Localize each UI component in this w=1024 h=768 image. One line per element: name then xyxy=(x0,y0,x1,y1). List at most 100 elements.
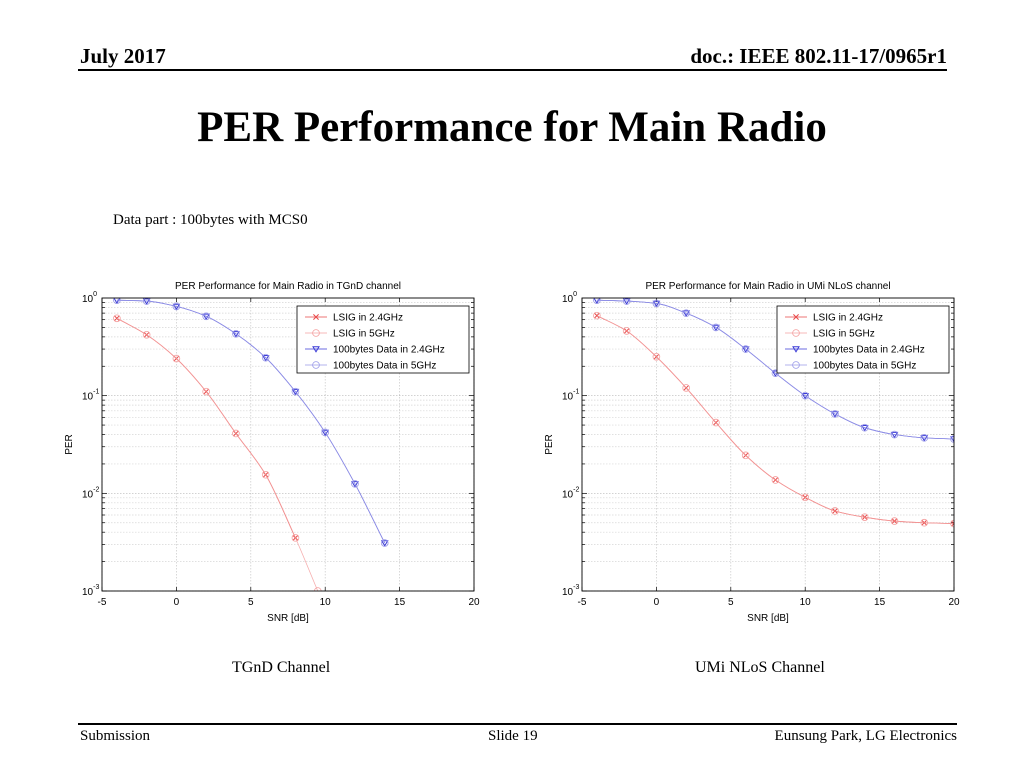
series-marker-2 xyxy=(291,388,300,396)
legend: LSIG in 2.4GHz LSIG in 5GHz 100bytes Data … xyxy=(776,305,950,374)
x-tick-label: 15 xyxy=(874,597,886,608)
footer-slide-number: Slide 19 xyxy=(488,728,538,744)
legend-marker-2 xyxy=(792,346,800,353)
y-axis-label: PER xyxy=(544,434,555,455)
legend-label-0: LSIG in 2.4GHz xyxy=(813,313,883,324)
legend-marker-3 xyxy=(312,361,320,369)
series-marker-1 xyxy=(113,314,121,323)
series-marker-2 xyxy=(232,331,240,338)
series-marker-1 xyxy=(652,353,661,361)
y-tick-label: 10-3 xyxy=(82,584,99,598)
x-tick-label: 5 xyxy=(248,597,254,608)
chart-svg: -5 0 5 10 15 20 10-3 10-2 10-1 100 PER Performance… xyxy=(64,281,480,624)
footer-author: Eunsung Park, LG Electronics xyxy=(774,728,957,744)
series-marker-0 xyxy=(113,315,120,322)
series-marker-1 xyxy=(801,493,810,502)
series-marker-1 xyxy=(741,451,750,460)
per-chart-tgnd: -5 0 5 10 15 20 10-3 10-2 10-1 100 PER Performance… xyxy=(58,272,498,632)
series-marker-3 xyxy=(741,345,750,353)
series-marker-1 xyxy=(622,327,631,335)
series-marker-3 xyxy=(291,387,300,396)
legend-marker-1 xyxy=(312,329,320,337)
series-marker-1 xyxy=(860,513,869,521)
legend-label-2: 100bytes Data in 2.4GHz xyxy=(813,345,925,356)
series-marker-3 xyxy=(380,539,389,547)
series-marker-1 xyxy=(712,418,720,427)
series-marker-1 xyxy=(202,387,210,396)
slide-title: PER Performance for Main Radio xyxy=(197,104,827,151)
y-axis-label: PER xyxy=(64,434,75,455)
legend-marker-3 xyxy=(792,361,800,369)
footer-divider xyxy=(78,723,957,725)
series-marker-3 xyxy=(801,391,810,400)
y-tick-label: 10-2 xyxy=(562,486,579,500)
x-tick-label: 10 xyxy=(800,597,812,608)
series-marker-1 xyxy=(682,384,690,392)
x-tick-label: 15 xyxy=(394,597,406,608)
series-marker-3 xyxy=(202,312,210,321)
x-axis-label: SNR [dB] xyxy=(747,613,789,624)
series-marker-2 xyxy=(771,370,780,377)
header-date: July 2017 xyxy=(80,44,166,68)
x-tick-label: 0 xyxy=(174,597,180,608)
series-marker-3 xyxy=(172,302,181,311)
footer-submission: Submission xyxy=(80,728,151,744)
series-marker-3 xyxy=(232,329,240,338)
series-marker-3 xyxy=(652,299,661,308)
data-part-note: Data part : 100bytes with MCS0 xyxy=(113,212,308,228)
y-tick-label: 10-1 xyxy=(82,389,99,403)
series-line-3 xyxy=(116,299,386,544)
series-marker-1 xyxy=(232,429,240,438)
series-marker-3 xyxy=(712,323,720,332)
series-marker-3 xyxy=(860,423,869,432)
legend-label-1: LSIG in 5GHz xyxy=(333,329,395,340)
series-marker-3 xyxy=(682,309,690,317)
series-group xyxy=(113,298,389,591)
series-marker-2 xyxy=(831,411,839,418)
y-tick-label: 100 xyxy=(82,291,97,305)
series-line-1 xyxy=(596,315,954,524)
legend-marker-1 xyxy=(792,329,800,337)
series-marker-2 xyxy=(741,346,750,353)
x-tick-label: 5 xyxy=(728,597,734,608)
legend-marker-2 xyxy=(312,346,320,353)
series-group xyxy=(593,298,954,528)
series-marker-2 xyxy=(712,324,720,332)
header-doc-id: doc.: IEEE 802.11-17/0965r1 xyxy=(690,44,947,68)
series-marker-2 xyxy=(351,481,359,488)
series-marker-1 xyxy=(291,534,300,542)
series-marker-1 xyxy=(172,354,181,363)
x-tick-label: -5 xyxy=(98,597,107,608)
chart-svg: -5 0 5 10 15 20 10-3 10-2 10-1 100 PER Performance… xyxy=(544,281,960,624)
series-marker-1 xyxy=(593,311,601,320)
x-tick-label: 20 xyxy=(948,597,960,608)
series-marker-3 xyxy=(890,430,899,439)
series-marker-2 xyxy=(261,354,270,362)
series-marker-3 xyxy=(920,434,929,442)
series-marker-1 xyxy=(920,518,929,527)
header-divider xyxy=(78,69,947,71)
chart-title: PER Performance for Main Radio in UMi NL… xyxy=(645,281,890,292)
series-line-3 xyxy=(596,299,954,440)
legend-label-3: 100bytes Data in 5GHz xyxy=(813,361,916,372)
series-marker-1 xyxy=(313,587,322,591)
legend: LSIG in 2.4GHz LSIG in 5GHz 100bytes Data … xyxy=(296,305,470,374)
series-marker-3 xyxy=(593,298,601,304)
x-tick-label: 20 xyxy=(468,597,480,608)
axes-box xyxy=(101,297,475,592)
series-marker-1 xyxy=(890,517,899,525)
y-tick-label: 10-3 xyxy=(562,584,579,598)
series-marker-1 xyxy=(261,470,270,479)
series-marker-1 xyxy=(950,519,954,528)
series-marker-3 xyxy=(321,428,330,437)
legend-label-1: LSIG in 5GHz xyxy=(813,329,875,340)
series-marker-3 xyxy=(351,480,359,488)
legend-label-0: LSIG in 2.4GHz xyxy=(333,313,403,324)
series-marker-3 xyxy=(113,298,121,304)
series-marker-2 xyxy=(321,429,330,437)
axes-box xyxy=(581,297,955,592)
legend-label-3: 100bytes Data in 5GHz xyxy=(333,361,436,372)
y-tick-label: 10-1 xyxy=(562,389,579,403)
y-tick-label: 100 xyxy=(562,291,577,305)
series-marker-0 xyxy=(951,520,954,527)
